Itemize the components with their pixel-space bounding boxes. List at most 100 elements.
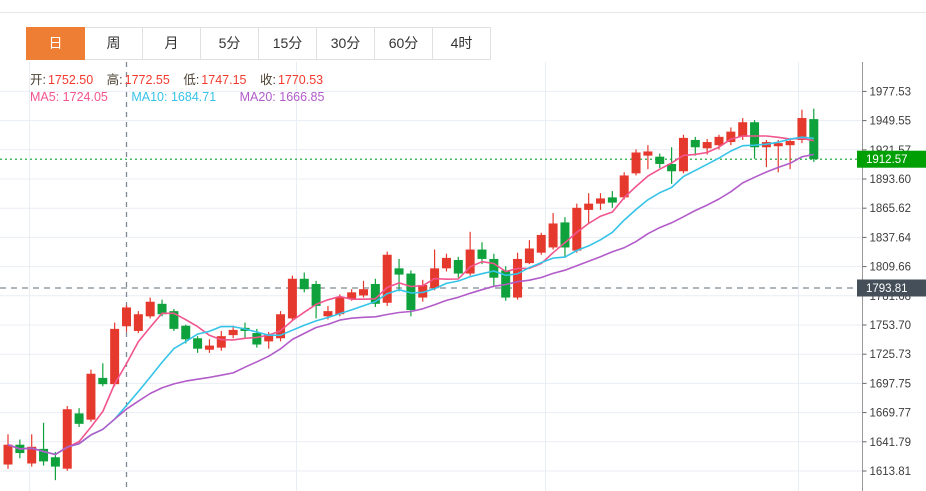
candle-body[interactable]	[74, 413, 84, 424]
candle-body[interactable]	[193, 338, 203, 349]
candle[interactable]	[726, 127, 736, 146]
candle-body[interactable]	[678, 137, 688, 172]
candle[interactable]	[418, 279, 428, 302]
candle[interactable]	[477, 242, 487, 265]
candle[interactable]	[86, 369, 96, 422]
tab-month[interactable]: 月	[143, 27, 201, 60]
candle[interactable]	[110, 322, 120, 387]
candle-body[interactable]	[157, 303, 167, 315]
candle-body[interactable]	[560, 222, 570, 248]
candle-body[interactable]	[655, 156, 665, 164]
candle-body[interactable]	[252, 333, 262, 345]
candle[interactable]	[394, 258, 404, 292]
candle[interactable]	[216, 330, 226, 351]
candle-body[interactable]	[359, 289, 368, 296]
candle[interactable]	[62, 406, 72, 471]
candle-body[interactable]	[181, 325, 191, 340]
candles-layer[interactable]	[3, 108, 819, 481]
candle[interactable]	[145, 297, 155, 319]
candle-body[interactable]	[797, 118, 807, 140]
candle-body[interactable]	[169, 311, 179, 329]
candle-body[interactable]	[228, 329, 238, 336]
tab-30min[interactable]: 30分	[317, 27, 375, 60]
candle-body[interactable]	[27, 446, 37, 464]
candle[interactable]	[560, 217, 570, 258]
candle[interactable]	[382, 251, 392, 306]
candle-body[interactable]	[785, 141, 795, 146]
candle-body[interactable]	[311, 283, 321, 306]
candle-body[interactable]	[264, 334, 274, 342]
candle-body[interactable]	[98, 377, 108, 385]
candle-body[interactable]	[524, 248, 534, 264]
candle[interactable]	[441, 253, 451, 272]
candle[interactable]	[430, 249, 440, 291]
candle[interactable]	[204, 339, 214, 353]
candle[interactable]	[465, 231, 475, 276]
candle[interactable]	[276, 311, 286, 342]
candle-body[interactable]	[548, 223, 558, 248]
candle[interactable]	[655, 153, 665, 169]
candle-body[interactable]	[477, 249, 487, 259]
candle-body[interactable]	[489, 258, 499, 278]
candle[interactable]	[359, 280, 368, 298]
candle-body[interactable]	[643, 151, 653, 156]
candle-body[interactable]	[3, 444, 13, 465]
candle[interactable]	[667, 147, 677, 184]
candle[interactable]	[193, 336, 203, 353]
candle-body[interactable]	[133, 314, 143, 331]
candle[interactable]	[607, 191, 617, 208]
candle[interactable]	[122, 305, 131, 332]
candle[interactable]	[631, 149, 641, 176]
candle[interactable]	[536, 232, 546, 255]
candle[interactable]	[50, 452, 60, 481]
candle-body[interactable]	[50, 457, 60, 467]
candle-body[interactable]	[406, 273, 416, 311]
candle-body[interactable]	[299, 278, 309, 290]
candle-body[interactable]	[809, 119, 819, 160]
candle[interactable]	[809, 108, 819, 162]
tab-60min[interactable]: 60分	[375, 27, 433, 60]
candle-body[interactable]	[382, 254, 392, 303]
candle[interactable]	[690, 136, 700, 156]
candle-body[interactable]	[702, 142, 712, 149]
candle-body[interactable]	[607, 197, 617, 203]
candle-body[interactable]	[145, 301, 155, 317]
candle-body[interactable]	[335, 297, 345, 315]
candle[interactable]	[287, 275, 297, 321]
candle[interactable]	[228, 325, 238, 339]
candle-body[interactable]	[287, 278, 297, 319]
candle[interactable]	[181, 324, 191, 344]
candle[interactable]	[39, 422, 49, 466]
candle-body[interactable]	[276, 314, 286, 339]
candle[interactable]	[27, 434, 37, 467]
candle-body[interactable]	[86, 373, 96, 420]
candle-body[interactable]	[62, 409, 72, 469]
candle[interactable]	[335, 294, 345, 317]
tab-day[interactable]: 日	[26, 27, 85, 60]
candle[interactable]	[98, 363, 108, 387]
candle-body[interactable]	[667, 163, 677, 172]
candle[interactable]	[678, 134, 688, 174]
candle[interactable]	[750, 120, 760, 159]
candle[interactable]	[643, 145, 653, 170]
candle-body[interactable]	[596, 198, 605, 204]
candle[interactable]	[548, 213, 558, 250]
candle[interactable]	[596, 193, 605, 210]
candle-body[interactable]	[122, 307, 131, 327]
candle-body[interactable]	[453, 259, 463, 274]
candle[interactable]	[169, 309, 179, 331]
candle-body[interactable]	[750, 122, 760, 148]
candle-body[interactable]	[110, 328, 120, 385]
candle-body[interactable]	[418, 285, 428, 298]
candle[interactable]	[133, 311, 143, 334]
candle[interactable]	[524, 240, 534, 265]
candle[interactable]	[513, 252, 523, 300]
candle[interactable]	[3, 434, 13, 469]
candle[interactable]	[299, 272, 309, 293]
tab-4hour[interactable]: 4时	[433, 27, 491, 60]
candle-body[interactable]	[631, 152, 641, 174]
candle-body[interactable]	[370, 283, 380, 304]
candle-body[interactable]	[738, 122, 748, 137]
candle-body[interactable]	[690, 139, 700, 148]
candle[interactable]	[572, 203, 582, 253]
